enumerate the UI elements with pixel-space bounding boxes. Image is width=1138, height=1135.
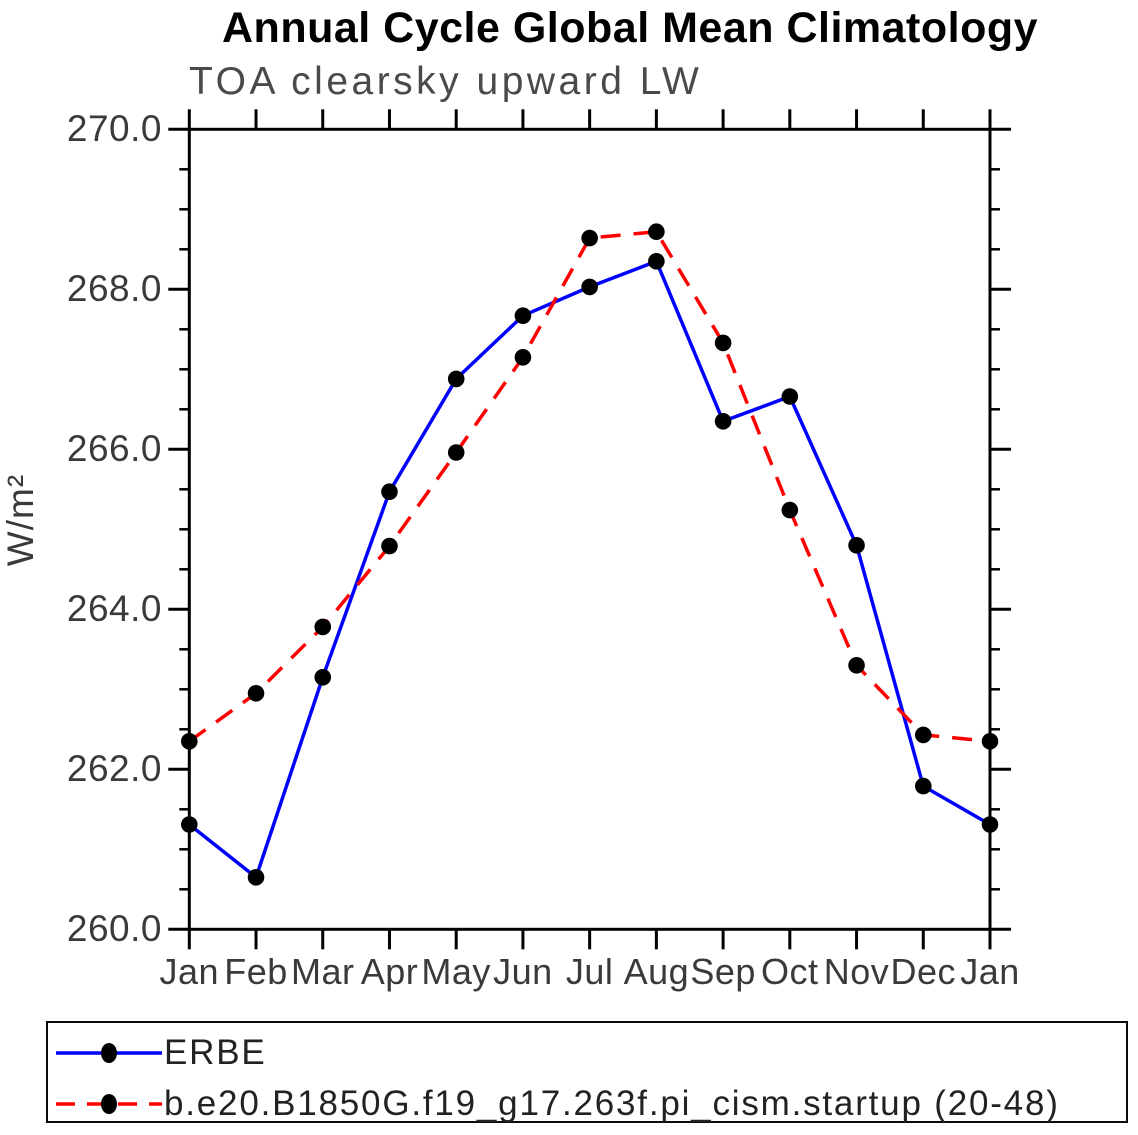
x-tick-label: Jan — [159, 951, 220, 992]
model-data-point-marker — [514, 349, 532, 366]
model-data-point-marker — [648, 223, 665, 240]
legend-item-model: b.e20.B1850G.f19_g17.263f.pi_cism.startu… — [52, 1080, 1060, 1128]
model-data-point-marker — [381, 537, 398, 555]
x-tick-label: Apr — [360, 951, 419, 992]
x-tick-label: Jan — [960, 951, 1020, 992]
y-tick-label: 268.0 — [66, 268, 162, 310]
erbe-data-point-marker — [714, 413, 732, 430]
x-tick-label: Dec — [890, 951, 957, 992]
erbe-data-point-marker — [181, 816, 198, 833]
model-line-swatch — [56, 1094, 162, 1114]
chart-title: Annual Cycle Global Mean Climatology — [222, 4, 1039, 52]
x-tick-label: Nov — [823, 951, 890, 992]
model-data-point-marker — [314, 618, 332, 636]
model-data-point-marker — [447, 444, 465, 461]
erbe-data-point-marker — [314, 669, 332, 686]
erbe-data-point-marker — [581, 278, 598, 296]
x-tick-label: Aug — [623, 951, 690, 992]
erbe-data-point-marker — [781, 388, 799, 405]
model-series-line — [188, 229, 991, 744]
model-data-point-marker — [914, 726, 932, 744]
erbe-data-point-marker — [381, 483, 398, 501]
erbe-series-line — [188, 259, 991, 881]
x-tick-label: May — [421, 951, 491, 992]
y-tick-label: 270.0 — [66, 108, 162, 150]
model-data-point-marker — [714, 334, 732, 352]
x-tick-label: Feb — [224, 951, 288, 992]
x-tick-label: Oct — [761, 951, 819, 992]
y-tick-label: 260.0 — [66, 908, 162, 950]
erbe-data-point-marker — [447, 370, 465, 388]
x-tick-label: Sep — [690, 951, 756, 992]
model-data-point-marker — [247, 685, 265, 702]
legend-label-model: b.e20.B1850G.f19_g17.263f.pi_cism.startu… — [164, 1084, 1060, 1123]
model-data-point-marker — [581, 229, 598, 247]
model-data-point-marker — [781, 501, 799, 519]
erbe-data-point-marker — [848, 537, 865, 554]
erbe-data-point-marker — [514, 307, 532, 325]
x-tick-label: Jul — [565, 951, 614, 992]
model-data-point-marker — [181, 733, 198, 750]
erbe-data-point-marker — [914, 777, 932, 795]
erbe-data-point-marker — [981, 816, 999, 833]
legend-box: ERBE b.e20.B1850G.f19_g17.263f.pi_cism.s… — [46, 1021, 1128, 1123]
erbe-data-point-marker — [247, 869, 265, 886]
model-marker-icon — [101, 1094, 117, 1114]
x-tick-label: Mar — [291, 951, 355, 992]
legend-item-erbe: ERBE — [52, 1029, 267, 1077]
axis-frame — [187, 127, 992, 931]
erbe-data-point-marker — [648, 252, 665, 270]
y-tick-label: 264.0 — [66, 588, 162, 630]
legend-label-erbe: ERBE — [164, 1033, 267, 1072]
erbe-line-swatch — [56, 1043, 162, 1063]
model-data-point-marker — [848, 657, 865, 674]
y-tick-label: 266.0 — [66, 428, 162, 470]
model-data-point-marker — [981, 733, 999, 750]
erbe-marker-icon — [101, 1043, 117, 1063]
x-tick-label: Jun — [493, 951, 553, 992]
chart-subtitle: TOA clearsky upward LW — [189, 60, 703, 103]
y-tick-label: 262.0 — [66, 748, 162, 790]
